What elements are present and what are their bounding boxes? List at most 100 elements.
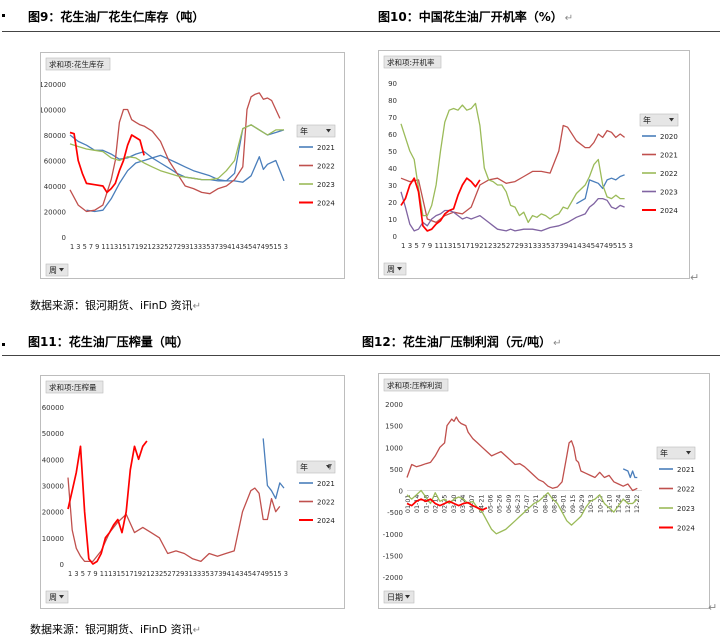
field-button[interactable]: 求和项:花生库存 [45, 57, 111, 71]
legend-header-bg[interactable] [656, 446, 696, 460]
return-mark-icon: ↵ [690, 271, 700, 284]
y-tick-label: 2000 [385, 401, 403, 409]
field-button[interactable]: 求和项:开机率 [383, 55, 442, 69]
axis-field-dropdown[interactable]: 周 [45, 590, 69, 604]
bullet-mark [2, 343, 5, 346]
axis-field-dropdown[interactable]: 日期 [383, 590, 415, 604]
legend-label: 2022 [677, 486, 695, 494]
series-line-2021 [262, 438, 285, 500]
legend-label: 2024 [660, 207, 678, 215]
series-line-2020 [576, 174, 625, 205]
filter-icon[interactable] [328, 464, 332, 470]
data-source: 数据来源：银河期货、iFinD 资讯↵ [30, 299, 201, 312]
x-tick-label: 04-21 [477, 495, 485, 514]
chart-frame: 求和项:开机率 0 10 20 30 40 50 60 70 80 90 1 3 5 7 9 1113… [378, 50, 690, 279]
field-button-bg [383, 378, 449, 392]
y-tick-label: -1500 [383, 552, 403, 560]
x-tick-labels: 1 3 5 7 9 111315171921232527293133353739… [68, 570, 288, 578]
legend-label: 2024 [317, 200, 335, 208]
y-tick-label: -2000 [383, 574, 403, 582]
x-tick-label: 06-23 [514, 495, 522, 514]
x-tick-label: 07-21 [532, 495, 540, 514]
dropdown-label: 周 [49, 266, 57, 275]
chart-svg: 求和项:花生库存 0 20000 40000 60000 80000 100000 12000… [39, 57, 336, 277]
y-tick-label: 1500 [385, 423, 403, 431]
legend-title: 年 [300, 126, 308, 136]
field-button-bg [45, 57, 111, 71]
data-source: 数据来源：银河期货、iFinD 资讯↵ [30, 623, 201, 636]
legend: 年 2020 2021 2022 2023 2024 [639, 113, 679, 215]
x-tick-label: 08-04 [541, 495, 549, 514]
return-mark-icon: ↵ [192, 301, 201, 312]
legend-header-bg[interactable] [296, 124, 336, 138]
series-line-2022 [69, 92, 281, 213]
chart-frame: 求和项:压榨利润 -2000 -1500 -1000 -500 0 500 1000 1500 2… [378, 373, 710, 609]
y-tick-label: 50 [388, 148, 397, 156]
return-mark-icon: ↵ [564, 13, 574, 24]
dropdown-bg [383, 590, 415, 604]
legend-label: 2020 [660, 133, 678, 141]
field-button[interactable]: 求和项:压榨量 [45, 380, 104, 394]
y-tick-label: 30000 [42, 483, 64, 491]
y-tick-label: 60000 [44, 158, 66, 166]
legend-label: 2021 [677, 466, 695, 474]
x-tick-label: 09-01 [560, 495, 568, 514]
y-tick-label: 30 [388, 182, 397, 190]
y-tick-label: 50000 [42, 430, 64, 438]
legend-title: 年 [300, 462, 308, 472]
axis-field-dropdown[interactable]: 周 [45, 263, 69, 277]
x-tick-label: 05-06 [486, 495, 494, 514]
divider [2, 31, 720, 32]
y-tick-label: -1000 [383, 531, 403, 539]
dropdown-bg [45, 263, 69, 277]
y-tick-label: 20000 [44, 209, 66, 217]
legend-label: 2022 [660, 170, 678, 178]
field-button[interactable]: 求和项:压榨利润 [383, 378, 449, 392]
chevron-down-icon [405, 595, 410, 599]
chevron-down-icon [59, 595, 64, 599]
y-tick-label: 60000 [42, 404, 64, 412]
legend-label: 2023 [317, 181, 335, 189]
chart-frame: 求和项:压榨量 0 10000 20000 30000 40000 50000 60000 1 … [40, 375, 345, 609]
chevron-down-icon[interactable] [669, 118, 674, 122]
y-tick-label: 0 [399, 488, 403, 496]
series-line-2024 [69, 131, 145, 194]
x-tick-label: 10-13 [587, 495, 595, 514]
chart-svg: 求和项:开机率 0 10 20 30 40 50 60 70 80 90 1 3 5 7 9 1113… [383, 55, 679, 276]
y-tick-label: -500 [387, 509, 403, 517]
return-mark-icon: ↵ [192, 625, 201, 636]
x-tick-label: 08-18 [551, 495, 559, 514]
chart-svg: 求和项:压榨利润 -2000 -1500 -1000 -500 0 500 1000 1500 2… [383, 378, 696, 604]
x-tick-label: 10-27 [596, 495, 604, 514]
legend-label: 2021 [317, 144, 335, 152]
x-tick-labels: 1 3 5 7 9 111315171921232527293133353739… [70, 243, 288, 251]
axis-field-dropdown[interactable]: 周 [383, 262, 407, 276]
y-tick-label: 0 [60, 561, 64, 569]
y-tick-label: 40 [388, 165, 397, 173]
legend-label: 2023 [677, 505, 695, 513]
y-tick-label: 80 [388, 97, 397, 105]
chevron-down-icon[interactable] [686, 451, 691, 455]
chevron-down-icon[interactable] [326, 129, 331, 133]
series-line-2021 [622, 468, 638, 479]
y-tick-label: 90 [388, 80, 397, 88]
y-tick-label: 60 [388, 131, 397, 139]
dropdown-label: 周 [387, 265, 395, 274]
y-tick-label: 40000 [44, 183, 66, 191]
y-tick-label: 0 [393, 233, 397, 241]
legend-label: 2024 [677, 525, 695, 533]
x-tick-label: 01-14 [413, 495, 421, 514]
x-tick-label: 05-26 [496, 495, 504, 514]
x-tick-label: 09-29 [578, 495, 586, 514]
legend-header-bg[interactable] [296, 460, 336, 474]
y-tick-label: 10 [388, 216, 397, 224]
legend-label: 2022 [317, 163, 335, 171]
legend-label: 2021 [317, 480, 335, 488]
x-tick-label: 11-10 [606, 495, 614, 514]
chart-svg: 求和项:压榨量 0 10000 20000 30000 40000 50000 60000 1 … [42, 380, 336, 604]
legend: 年 2021 2022 2024 [296, 460, 336, 525]
legend-header-bg[interactable] [639, 113, 679, 127]
series-line-2022 [406, 416, 638, 492]
x-tick-label: 04-07 [468, 495, 476, 514]
series-line-2021b [86, 154, 285, 213]
